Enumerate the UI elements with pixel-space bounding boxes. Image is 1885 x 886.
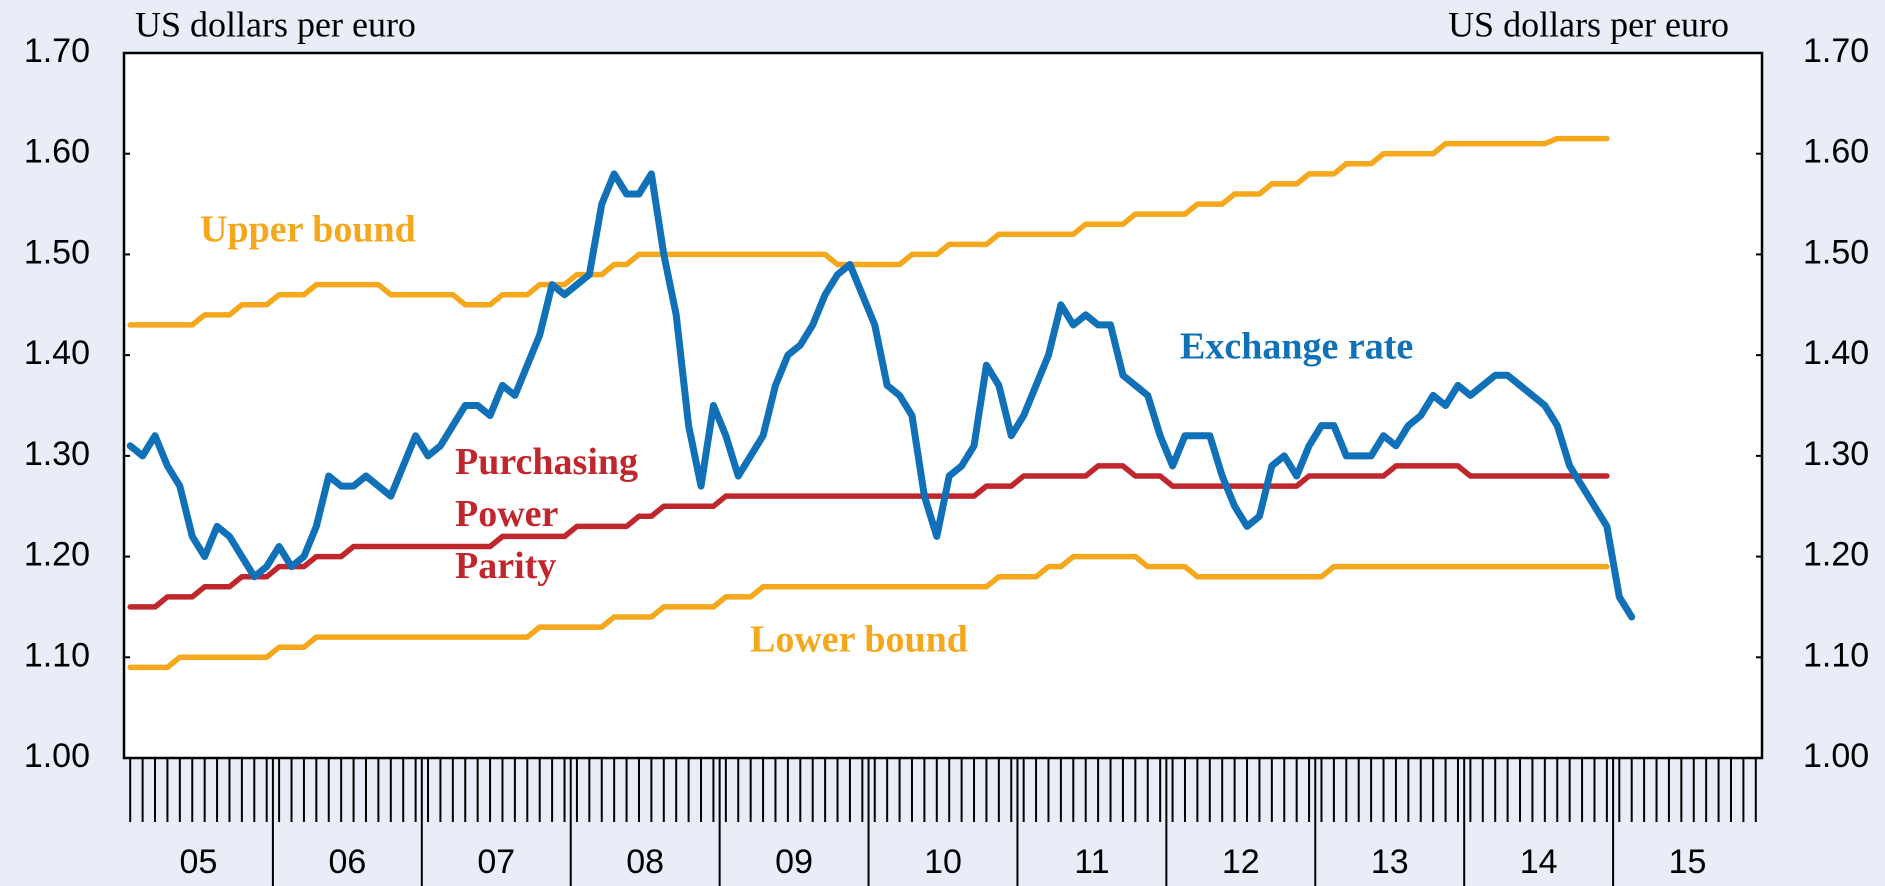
y2-tick-label: 1.60 [1803,133,1869,171]
y2-tick-label: 1.50 [1803,233,1869,271]
x-tick-label: 09 [775,843,813,881]
series-label: Lower bound [750,619,968,661]
y2-tick-label: 1.30 [1803,435,1869,473]
x-tick-label: 08 [626,843,664,881]
series-line [126,170,1636,621]
y2-tick-label: 1.70 [1803,32,1869,70]
x-tick-label: 06 [328,843,366,881]
x-tick-label: 13 [1371,843,1409,881]
series-line [127,463,1610,610]
series-label-line: Purchasing [455,441,648,483]
series-label-line: Power [455,493,567,535]
series-label: Exchange rate [1180,326,1413,368]
y-tick-label: 1.20 [24,536,90,574]
x-tick-label: 05 [180,843,218,881]
y-tick-label: 1.70 [24,32,90,70]
x-tick-label: 11 [1074,843,1109,881]
y-axis-label: US dollars per euro [135,4,416,44]
x-tick-label: 12 [1222,843,1260,881]
plot-frame [122,51,1764,760]
y-tick-label: 1.40 [24,334,90,372]
y-tick-label: 1.10 [24,636,90,674]
plot-area [124,53,1762,758]
y2-tick-label: 1.20 [1803,536,1869,574]
y2-tick-label: 1.40 [1803,334,1869,372]
y2-axis-label: US dollars per euro [1448,4,1729,44]
series-label-line: Parity [455,545,556,587]
y-tick-label: 1.60 [24,133,90,171]
y2-tick-label: 1.00 [1803,737,1869,775]
series-line [127,553,1610,671]
y-tick-label: 1.00 [24,737,90,775]
x-tick-label: 14 [1520,843,1558,881]
series-line [127,135,1610,328]
series-label: Upper bound [200,209,416,251]
x-tick-label: 15 [1669,843,1707,881]
series-label: Purchasing Power Parity [455,441,648,587]
y2-tick-label: 1.10 [1803,636,1869,674]
x-tick-label: 10 [924,843,962,881]
y-tick-label: 1.30 [24,435,90,473]
y-tick-label: 1.50 [24,233,90,271]
x-tick-label: 07 [477,843,515,881]
